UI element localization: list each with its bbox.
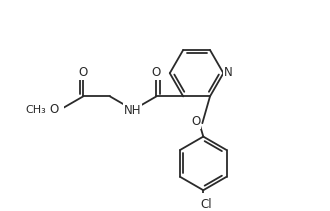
Text: O: O xyxy=(79,66,88,79)
Text: NH: NH xyxy=(123,104,141,117)
Text: N: N xyxy=(224,66,233,79)
Text: CH₃: CH₃ xyxy=(25,105,46,115)
Text: O: O xyxy=(49,103,58,116)
Text: O: O xyxy=(152,66,161,79)
Text: O: O xyxy=(191,115,200,128)
Text: Cl: Cl xyxy=(200,198,212,211)
